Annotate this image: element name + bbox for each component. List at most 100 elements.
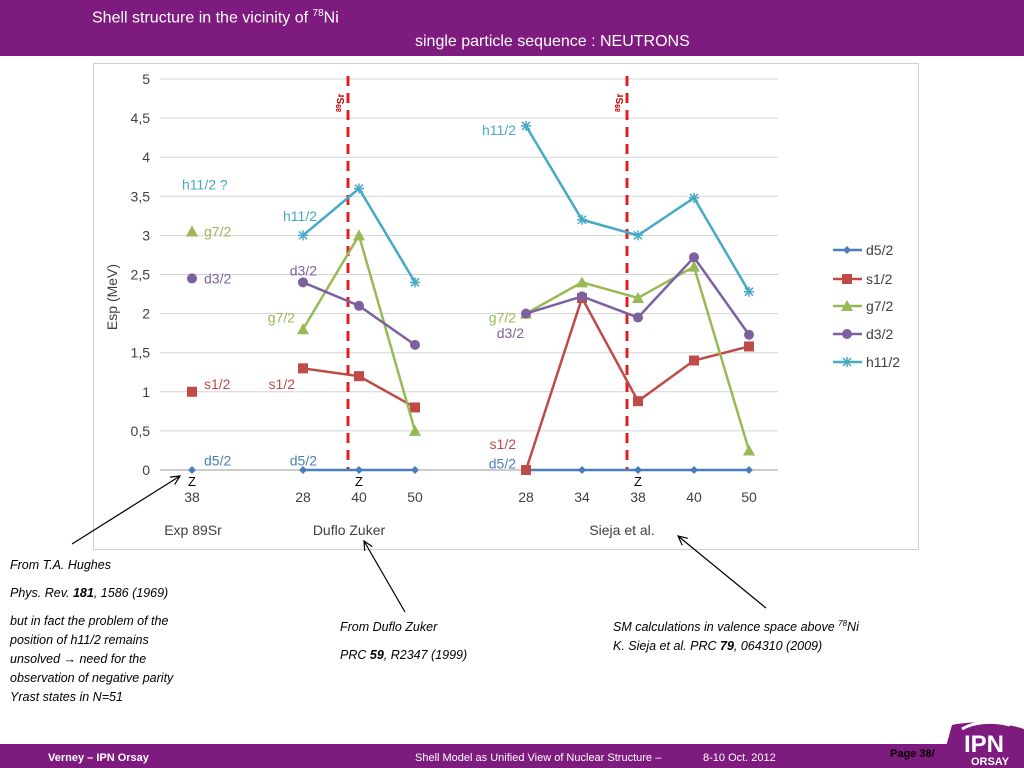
data-point-g7-2	[576, 276, 588, 288]
footer-conference: Shell Model as Unified View of Nuclear S…	[415, 752, 662, 764]
note-hughes-line6: observation of negative parity	[10, 671, 174, 685]
data-point-h11-2	[354, 183, 364, 194]
slide-subtitle: single particle sequence : NEUTRONS	[415, 33, 690, 50]
title-sup: 78	[312, 8, 324, 19]
arrow-duflo-zuker	[363, 540, 406, 613]
ipn-orsay-logo: IPN ORSAY	[940, 720, 1024, 768]
data-point-s1-2	[187, 386, 197, 397]
y-tick-label: 0,5	[131, 423, 151, 439]
note-hughes: From T.A. Hughes Phys. Rev. 181, 1586 (1…	[10, 556, 173, 707]
footer-date: 8-10 Oct. 2012	[703, 752, 776, 764]
arrow-sieja	[677, 535, 767, 609]
chart-frame	[93, 63, 919, 550]
y-axis-label: Esp (MeV)	[104, 264, 120, 330]
data-point-g7-2	[743, 444, 755, 456]
curve-label-s1-2: s1/2	[269, 376, 296, 392]
data-point-g7-2	[632, 291, 644, 303]
note-sm-line2: K. Sieja et al. PRC 79, 064310 (2009)	[613, 637, 859, 656]
x-tick-label: 28	[518, 489, 534, 505]
header-bar	[0, 0, 1024, 56]
legend-marker	[842, 274, 852, 284]
group-label: Exp 89Sr	[164, 522, 222, 538]
legend-marker	[841, 300, 853, 311]
legend-marker	[843, 246, 851, 254]
legend-label: d3/2	[866, 326, 893, 342]
legend-item-h11-2: h11/2	[833, 354, 900, 370]
curve-label-d5-2: d5/2	[204, 453, 231, 469]
y-tick-label: 1	[142, 384, 150, 400]
data-point-d3-2	[521, 308, 531, 319]
data-point-g7-2	[297, 323, 309, 335]
ref-volume: 181	[72, 586, 94, 600]
legend-label: s1/2	[866, 271, 893, 287]
sr89-label: 89Sr	[615, 94, 626, 112]
y-tick-label: 0	[142, 462, 150, 478]
data-point-d3-2	[354, 300, 364, 311]
data-point-d3-2	[187, 273, 197, 284]
curve-label-d3-2: d3/2	[204, 270, 231, 286]
data-point-s1-2	[633, 396, 643, 407]
arrow-hughes-head	[169, 475, 182, 485]
curve-label-h11-2: h11/2 ?	[182, 177, 228, 193]
curve-label-d3-2: d3/2	[497, 325, 524, 341]
data-point-s1-2	[521, 465, 531, 475]
data-point-h11-2	[521, 120, 531, 131]
data-point-s1-2	[744, 341, 754, 352]
legend-item-g7-2: g7/2	[833, 298, 893, 314]
z-label: Z	[188, 474, 196, 489]
logo-sub: ORSAY	[971, 756, 1010, 768]
arrow-duflo-zuker-head	[363, 539, 373, 552]
title-prefix: Shell structure in the vicinity of	[92, 9, 313, 27]
sm-text: SM calculations in valence space above	[613, 620, 839, 635]
data-point-d3-2	[689, 252, 699, 263]
ref-journal: PRC	[340, 648, 370, 662]
y-tick-label: 2,5	[131, 267, 151, 283]
data-point-d3-2	[744, 329, 754, 340]
title-suffix: Ni	[323, 9, 339, 27]
x-tick-label: 34	[574, 489, 590, 505]
legend-marker	[842, 357, 852, 367]
data-point-g7-2	[353, 229, 365, 241]
series-line-h11-2	[524, 125, 751, 293]
curve-label-d3-2: d3/2	[290, 263, 317, 279]
y-tick-label: 3	[142, 227, 150, 243]
data-point-h11-2	[689, 192, 699, 203]
data-point-g7-2	[186, 225, 198, 237]
curve-label-s1-2: s1/2	[490, 436, 517, 452]
note-dz-line1: From Duflo Zuker	[340, 620, 438, 634]
legend-item-d3-2: d3/2	[833, 326, 893, 342]
x-tick-label: 28	[295, 489, 311, 505]
y-tick-label: 1,5	[131, 345, 151, 361]
z-label: Z	[355, 474, 363, 489]
note-sm-line1: SM calculations in valence space above 7…	[613, 614, 859, 637]
z-label: Z	[634, 474, 642, 489]
note-hughes-line2: Phys. Rev. 181, 1586 (1969)	[10, 584, 173, 603]
series-line-s1-2	[524, 294, 750, 471]
data-point-d3-2	[298, 277, 308, 288]
legend-item-d5-2: d5/2	[833, 242, 893, 258]
sr89-label: 89Sr	[336, 94, 347, 112]
y-tick-label: 2	[142, 306, 150, 322]
curve-label-d5-2: d5/2	[489, 456, 516, 472]
x-tick-label: 40	[351, 489, 367, 505]
ref-page: , 1586 (1969)	[93, 586, 169, 600]
data-point-h11-2	[577, 214, 587, 225]
sm-element: Ni	[847, 620, 859, 635]
data-point-s1-2	[354, 371, 364, 382]
ref-volume: 79	[720, 639, 734, 654]
note-hughes-line4: position of h11/2 remains	[10, 633, 149, 647]
legend-label: d5/2	[866, 242, 893, 258]
arrow-hughes	[71, 475, 181, 545]
y-tick-label: 4	[142, 149, 150, 165]
data-point-s1-2	[410, 402, 420, 413]
ref-journal: Phys. Rev.	[10, 586, 73, 600]
x-tick-label: 38	[630, 489, 646, 505]
legend-marker	[842, 329, 852, 339]
data-point-d5-2	[188, 466, 196, 474]
legend-label: g7/2	[866, 298, 893, 314]
note-hughes-line3: but in fact the problem of the	[10, 614, 169, 628]
data-point-d5-2	[355, 466, 363, 474]
note-duflo-zuker: From Duflo Zuker PRC 59, R2347 (1999)	[340, 618, 467, 665]
sm-sup: 78	[838, 619, 848, 628]
